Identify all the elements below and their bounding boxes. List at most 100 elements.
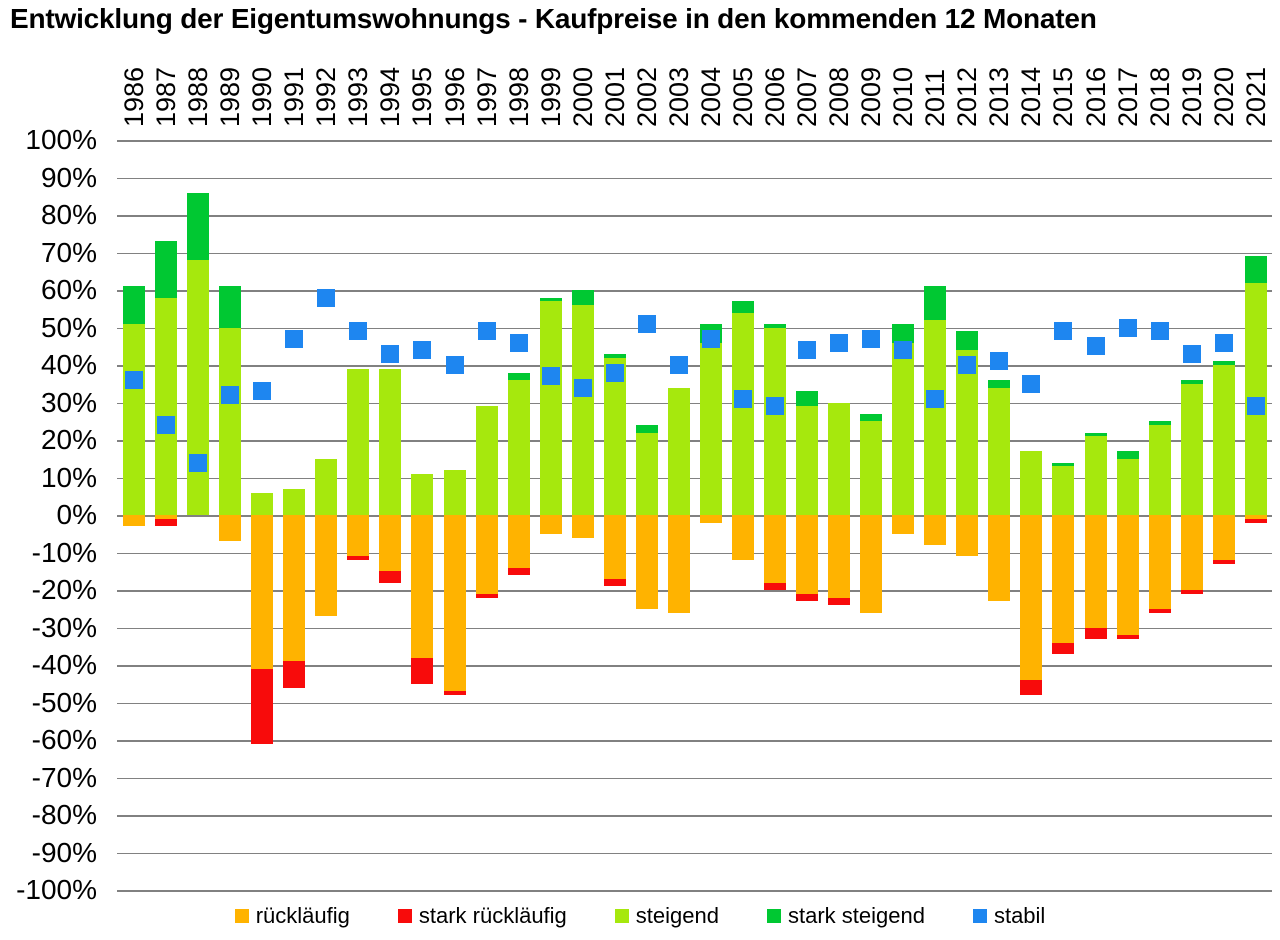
x-tick-label-2014: 2014 [1016,66,1047,127]
bar-1991-stark rückläufig [283,661,306,688]
bar-2019-stark steigend [1180,380,1203,384]
bar-1987-steigend [155,297,178,515]
bar-2004-steigend [699,342,722,515]
bar-2018-steigend [1148,425,1171,515]
bar-1986-rückläufig [123,515,145,527]
bar-2019-steigend [1180,383,1203,515]
x-tick-label-1990: 1990 [247,66,278,127]
plot-area [117,140,1272,892]
bar-2008-steigend [828,402,851,515]
bar-2009-stark steigend [860,413,883,422]
bar-1998-stark rückläufig [507,567,530,575]
gridline--10pct [117,552,1272,554]
gridline-70pct [117,252,1272,254]
y-tick-label: 90% [40,161,97,193]
gridline--70pct [117,777,1272,779]
bar-1997-rückläufig [475,515,498,594]
gridline--50pct [117,702,1272,704]
legend-swatch-stark steigend [766,909,781,923]
x-tick-label-2006: 2006 [760,66,790,127]
bar-1995-stark rückläufig [411,657,434,684]
marker-1997-stabil [477,322,496,341]
bar-2013-rückläufig [988,515,1011,602]
bar-2014-steigend [1020,451,1043,515]
bar-1994-stark rückläufig [379,571,402,583]
bar-2011-steigend [924,320,947,515]
bar-2015-steigend [1052,466,1075,515]
x-tick-label-2015: 2015 [1048,66,1079,127]
bar-2005-stark steigend [731,301,754,313]
x-tick-label-1992: 1992 [311,66,342,127]
x-tick-label-1995: 1995 [407,66,438,127]
bar-1987-stark rückläufig [155,518,178,527]
bar-2008-rückläufig [828,515,851,598]
x-tick-label-2017: 2017 [1112,66,1143,127]
bar-2018-rückläufig [1148,515,1171,609]
legend-item-stark rückläufig: stark rückläufig [397,903,567,929]
marker-2013-stabil [990,352,1009,371]
x-tick-label-2010: 2010 [888,66,919,127]
bar-2002-rückläufig [635,515,658,609]
marker-1989-stabil [221,386,240,404]
y-tick-label: 20% [40,424,97,455]
bar-2020-stark rückläufig [1212,560,1235,564]
legend-item-stabil: stabil [972,903,1045,929]
bar-1994-steigend [379,368,402,515]
bar-2013-stark steigend [988,380,1011,388]
marker-1990-stabil [253,382,272,401]
bar-1992-steigend [315,458,338,515]
x-tick-label-2016: 2016 [1080,66,1111,127]
chart-legend: rückläufig stark rückläufig steigend stark … [0,900,1280,932]
bar-2007-stark steigend [796,391,819,407]
x-tick-label-1988: 1988 [183,66,214,127]
bar-1999-rückläufig [539,515,562,534]
bar-2010-steigend [892,342,915,515]
marker-2015-stabil [1054,322,1073,341]
bar-2010-stark steigend [892,323,915,343]
bar-2005-rückläufig [731,515,754,560]
bar-2007-steigend [796,406,819,515]
bar-1998-stark steigend [507,372,530,380]
x-tick-label-1998: 1998 [503,66,534,127]
marker-2012-stabil [958,356,977,374]
bar-2017-stark rückläufig [1116,635,1139,639]
bar-1992-rückläufig [315,515,338,617]
bar-2008-stark rückläufig [828,597,851,605]
x-tick-label-2004: 2004 [695,66,726,127]
bar-1995-rückläufig [411,515,434,658]
gridline--90pct [117,852,1272,854]
bar-1999-steigend [539,301,562,515]
marker-2005-stabil [733,389,752,408]
bar-1990-steigend [251,492,274,515]
x-tick-label-2008: 2008 [824,66,855,127]
gridline-30pct [117,402,1272,404]
bar-2007-rückläufig [796,515,819,594]
marker-2011-stabil [926,389,945,408]
legend-label-rückläufig: rückläufig [255,903,350,928]
bar-1998-steigend [507,380,530,515]
x-tick-label-2018: 2018 [1144,66,1175,127]
marker-1992-stabil [317,288,336,307]
bar-2011-rückläufig [924,515,947,545]
bar-2014-stark rückläufig [1020,680,1043,695]
bar-2021-stark rückläufig [1244,518,1267,523]
bar-2015-stark rückläufig [1052,642,1075,654]
legend-swatch-steigend [614,909,629,923]
y-tick-label: -20% [31,574,97,605]
gridline-0pct [117,515,1272,517]
marker-2000-stabil [573,378,592,397]
bar-2011-stark steigend [924,286,947,320]
marker-2009-stabil [862,329,881,348]
bar-2002-stark steigend [635,425,658,433]
bar-2018-stark rückläufig [1148,608,1171,613]
gridline--20pct [117,590,1272,592]
bar-2015-stark steigend [1052,462,1075,467]
bar-2001-rückläufig [603,515,626,579]
bar-2000-rückläufig [571,515,594,538]
marker-1993-stabil [349,322,368,341]
bar-2015-rückläufig [1052,515,1075,643]
legend-item-stark steigend: stark steigend [766,903,925,929]
bar-1996-stark rückläufig [443,691,466,695]
bar-2001-stark steigend [603,353,626,358]
gridline-100pct [117,140,1272,142]
